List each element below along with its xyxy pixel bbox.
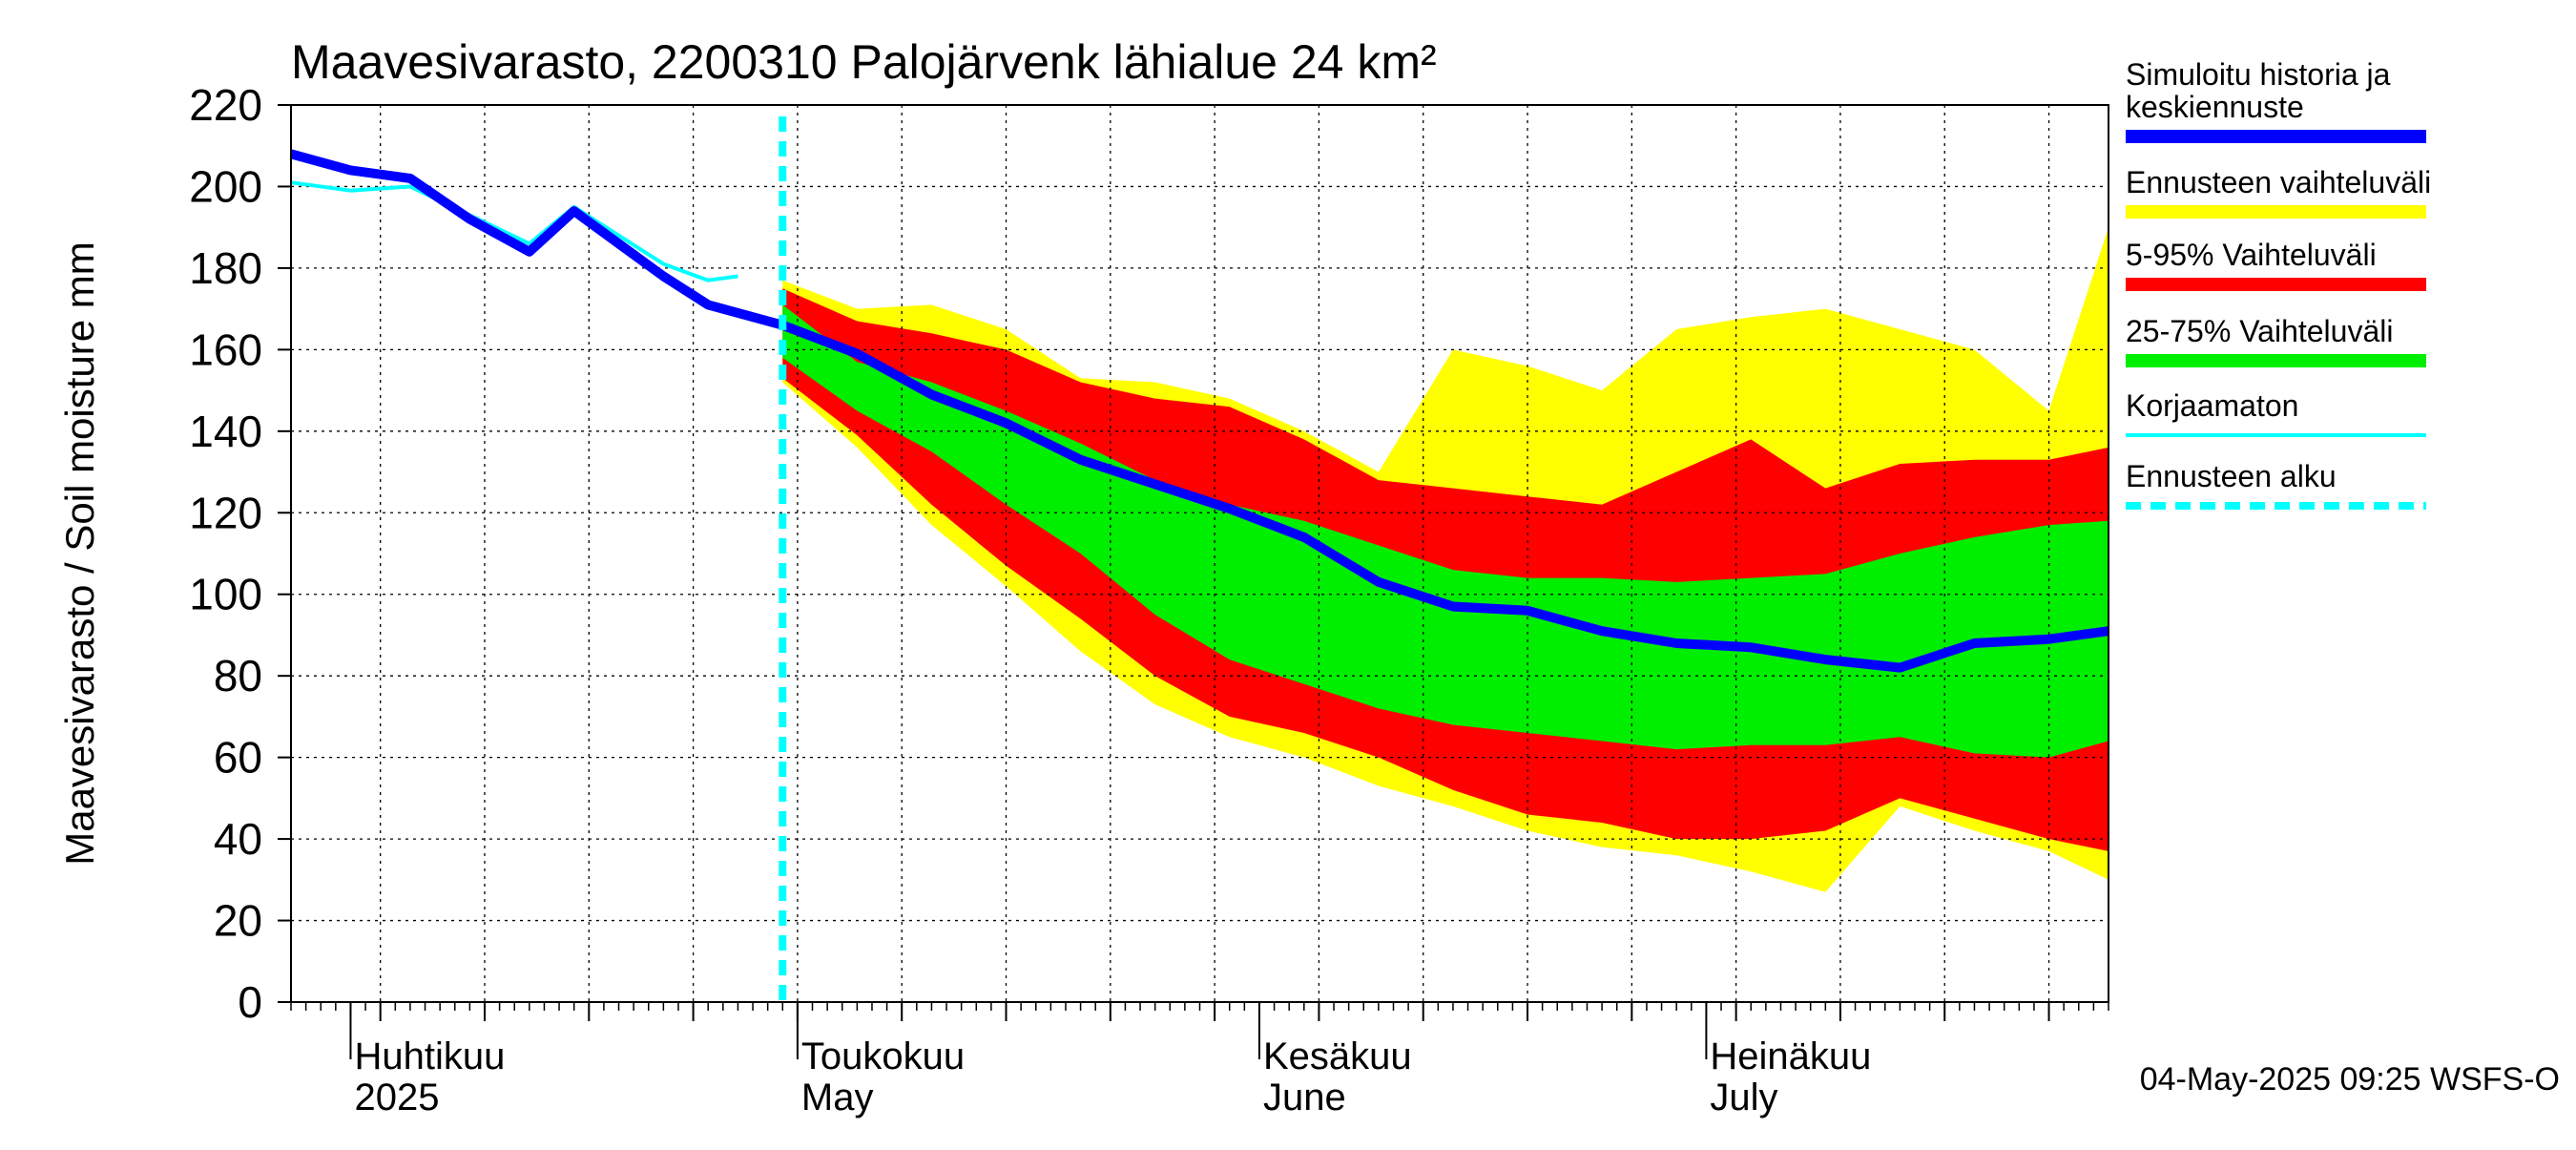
legend-label: Simuloitu historia ja [2126,57,2391,92]
x-month-sublabel: June [1263,1077,1346,1119]
y-tick-label: 180 [189,243,262,293]
legend-label: 5-95% Vaihteluväli [2126,238,2377,272]
y-tick-label: 0 [238,977,262,1027]
legend-label: 25-75% Vaihteluväli [2126,314,2393,348]
y-tick-label: 40 [214,814,262,864]
x-month-label: Kesäkuu [1263,1035,1412,1077]
legend-label: Ennusteen alku [2126,459,2337,493]
y-tick-label: 200 [189,161,262,211]
x-month-sublabel: 2025 [354,1077,439,1119]
history-line [289,149,784,330]
chart-title: Maavesivarasto, 2200310 Palojärvenk lähi… [291,35,1437,89]
y-tick-label: 100 [189,570,262,619]
forecast-bands [782,227,2109,892]
median-forecast-line [780,321,2109,673]
timestamp-label: 04-May-2025 09:25 WSFS-O [2140,1061,2560,1098]
x-month-label: Toukokuu [801,1035,965,1077]
series-lines [289,116,2109,1002]
y-tick-label: 60 [214,733,262,783]
legend-label: keskiennuste [2126,90,2304,124]
y-tick-label: 160 [189,324,262,374]
grid-lines [291,105,2109,1002]
y-tick-label: 220 [189,80,262,130]
y-tick-label: 80 [214,651,262,700]
y-axis-label: Maavesivarasto / Soil moisture mm [57,241,102,866]
y-tick-label: 120 [189,488,262,537]
y-tick-label: 20 [214,896,262,946]
x-month-label: Huhtikuu [354,1035,505,1077]
y-axis: 0 20 40 60 80 100 120 140 160 180 200 220 [189,80,291,1027]
y-tick-label: 140 [189,407,262,456]
legend-label: Ennusteen vaihteluväli [2126,165,2431,199]
p25-75-band [782,304,2109,758]
x-month-label: Heinäkuu [1710,1035,1871,1077]
x-month-sublabel: July [1710,1077,1777,1119]
x-month-sublabel: May [801,1077,874,1119]
legend-label: Korjaamaton [2126,388,2298,423]
